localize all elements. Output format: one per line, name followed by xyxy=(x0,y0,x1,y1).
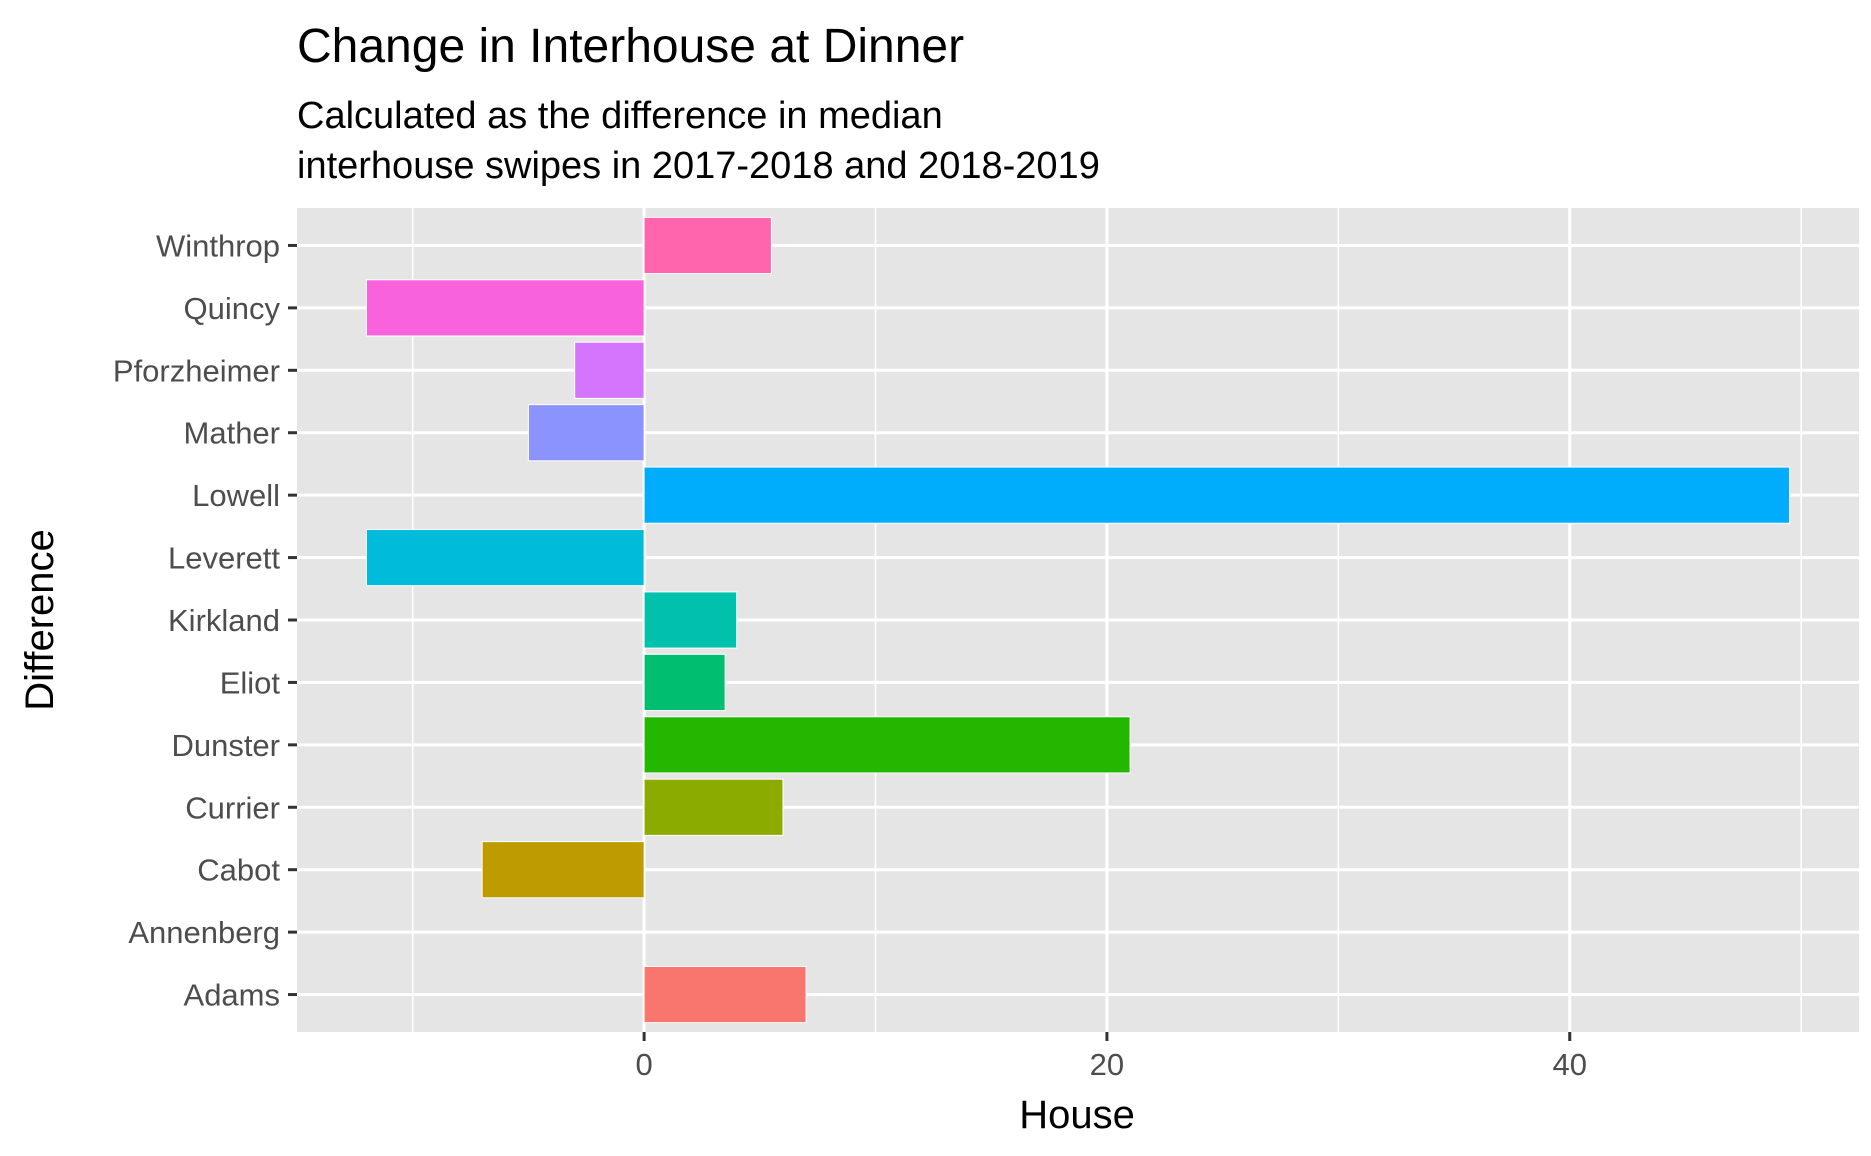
x-tick-label: 40 xyxy=(1552,1047,1586,1082)
y-tick-label: Annenberg xyxy=(128,915,280,950)
chart-title: Change in Interhouse at Dinner xyxy=(297,20,964,73)
y-tick-label: Quincy xyxy=(184,291,281,326)
chart-subtitle-line-1: Calculated as the difference in median xyxy=(297,95,943,137)
y-axis-title: Difference xyxy=(18,529,62,711)
grid-layer xyxy=(297,208,1859,1032)
chart-subtitle-line-2: interhouse swipes in 2017-2018 and 2018-… xyxy=(297,145,1100,187)
y-tick-label: Mather xyxy=(184,416,280,451)
bar-lowell xyxy=(643,466,1791,524)
y-tick-label: Eliot xyxy=(220,665,281,700)
bar-leverett xyxy=(365,528,645,587)
y-tick-label: Cabot xyxy=(197,853,280,888)
y-tick-label: Adams xyxy=(184,978,280,1013)
y-tick-label: Lowell xyxy=(192,478,280,513)
y-tick-label: Currier xyxy=(185,790,280,825)
bar-adams xyxy=(643,965,807,1024)
bar-mather xyxy=(527,404,645,462)
bar-kirkland xyxy=(643,591,738,649)
bar-eliot xyxy=(643,653,726,712)
y-tick-label: Leverett xyxy=(168,541,280,576)
bar-currier xyxy=(643,778,784,836)
x-tick-label: 0 xyxy=(635,1047,652,1082)
y-tick-label: Winthrop xyxy=(156,228,280,263)
bar-cabot xyxy=(481,841,645,899)
y-tick-label: Kirkland xyxy=(168,603,280,638)
y-axis: Adams Annenberg Cabot Currier Dunster Eliot Ki… xyxy=(113,228,297,1013)
bar-dunster xyxy=(643,716,1131,774)
bar-winthrop xyxy=(643,216,772,275)
y-tick-label: Dunster xyxy=(171,728,280,763)
x-axis-title: House xyxy=(1019,1093,1135,1137)
x-tick-label: 20 xyxy=(1090,1047,1124,1082)
bar-quincy xyxy=(365,279,645,337)
x-axis: 0 20 40 xyxy=(635,1032,1587,1082)
bar-pforzheimer xyxy=(574,341,645,399)
bar-layer xyxy=(365,216,1791,1024)
y-tick-label: Pforzheimer xyxy=(113,353,280,388)
